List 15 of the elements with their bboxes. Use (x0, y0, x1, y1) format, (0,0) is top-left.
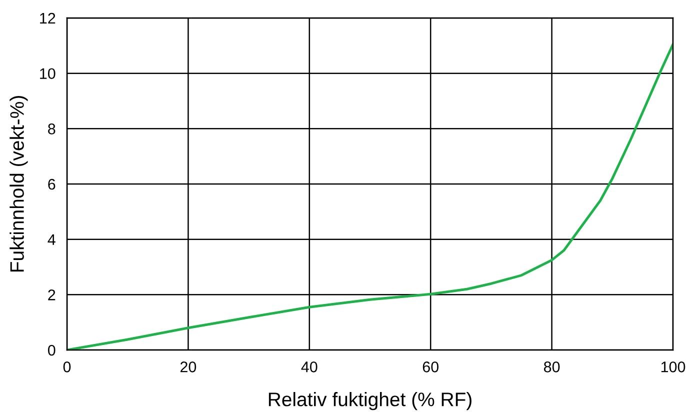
y-tick-label: 0 (48, 344, 56, 356)
x-tick-label: 60 (422, 362, 438, 372)
y-tick-label: 6 (48, 178, 56, 190)
x-tick-label: 40 (301, 362, 318, 372)
x-tick-label: 80 (544, 362, 560, 372)
x-tick-label: 20 (180, 362, 196, 372)
y-tick-label: 10 (40, 68, 56, 80)
x-tick-label: 100 (661, 362, 686, 372)
x-tick-label: 0 (63, 362, 71, 372)
y-tick-label: 4 (48, 234, 56, 245)
y-tick-label: 2 (48, 290, 56, 300)
x-axis-title: Relativ fuktighet (% RF) (268, 392, 472, 410)
y-tick-label: 12 (40, 12, 56, 24)
y-tick-label: 8 (48, 124, 56, 134)
y-axis-title: Fuktinnhold (vekt-%) (10, 96, 28, 272)
